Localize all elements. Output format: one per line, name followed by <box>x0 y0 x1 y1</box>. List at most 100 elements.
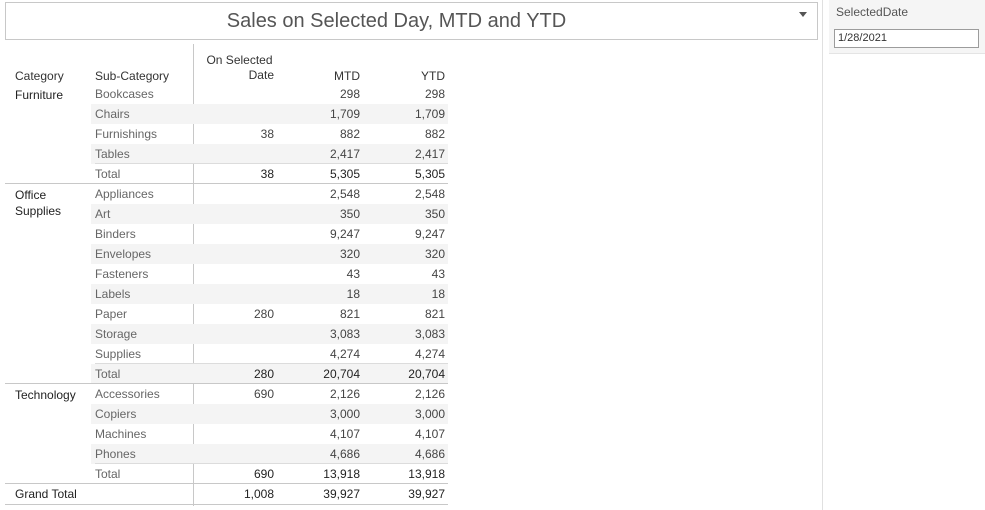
selected-date-value: 690 <box>253 387 274 401</box>
subcategory-label: Envelopes <box>95 247 152 261</box>
table-bottom-border <box>5 504 448 505</box>
selected-date-value: 280 <box>253 367 274 381</box>
header-selected-line1: On Selected <box>206 53 273 67</box>
mtd-value: 4,686 <box>329 447 360 461</box>
row-stripe <box>91 204 448 224</box>
total-divider <box>95 163 448 164</box>
mtd-value: 3,083 <box>329 327 360 341</box>
column-divider <box>193 44 194 506</box>
subcategory-label: Fasteners <box>95 267 149 281</box>
ytd-value: 350 <box>424 207 445 221</box>
ytd-value: 1,709 <box>414 107 445 121</box>
ytd-value: 9,247 <box>414 227 445 241</box>
selected-date-value <box>204 104 274 124</box>
grand-total-selected-value: 1,008 <box>243 487 274 501</box>
subcategory-label: Copiers <box>95 407 137 421</box>
category-label: Technology <box>15 388 76 402</box>
selected-date-input[interactable]: 1/28/2021 <box>834 29 979 48</box>
ytd-value: 4,274 <box>414 347 445 361</box>
selected-date-value <box>204 144 274 164</box>
selected-date-value: 690 <box>253 467 274 481</box>
mtd-value: 2,417 <box>329 147 360 161</box>
ytd-value: 882 <box>424 127 445 141</box>
mtd-value: 350 <box>339 207 360 221</box>
subcategory-label: Tables <box>95 147 130 161</box>
grand-total-mtd-value: 39,927 <box>323 487 360 501</box>
selected-date-value <box>204 284 274 304</box>
ytd-value: 320 <box>424 247 445 261</box>
row-stripe <box>91 284 448 304</box>
ytd-value: 2,126 <box>414 387 445 401</box>
mtd-value: 2,126 <box>329 387 360 401</box>
row-stripe <box>91 144 448 164</box>
subcategory-label: Paper <box>95 307 128 321</box>
selected-date-value: 38 <box>260 167 274 181</box>
subcategory-label: Accessories <box>95 387 160 401</box>
mtd-value: 5,305 <box>329 167 360 181</box>
ytd-value: 4,107 <box>414 427 445 441</box>
selected-date-value <box>204 84 274 104</box>
selected-date-value <box>204 184 274 204</box>
grand-total-label: Grand Total <box>15 487 77 501</box>
chevron-down-icon[interactable] <box>799 12 807 17</box>
ytd-value: 2,417 <box>414 147 445 161</box>
subcategory-label: Appliances <box>95 187 154 201</box>
total-label: Total <box>95 367 121 381</box>
header-mtd: MTD <box>334 69 360 83</box>
header-selected-line2: Date <box>248 68 274 82</box>
category-label: Office <box>15 188 47 202</box>
total-divider <box>95 363 448 364</box>
selected-date-value: 38 <box>260 127 274 141</box>
mtd-value: 882 <box>339 127 360 141</box>
header-ytd: YTD <box>421 69 445 83</box>
selected-date-value <box>204 244 274 264</box>
subcategory-label: Storage <box>95 327 138 341</box>
ytd-value: 13,918 <box>408 467 445 481</box>
ytd-value: 4,686 <box>414 447 445 461</box>
header-subcategory: Sub-Category <box>95 69 170 83</box>
mtd-value: 13,918 <box>323 467 360 481</box>
parameter-card: SelectedDate 1/28/2021 <box>829 0 985 54</box>
mtd-value: 2,548 <box>329 187 360 201</box>
selected-date-value <box>204 224 274 244</box>
group-divider <box>5 383 448 384</box>
category-label: Furniture <box>15 88 64 102</box>
ytd-value: 821 <box>424 307 445 321</box>
ytd-value: 298 <box>424 87 445 101</box>
selected-date-value <box>204 324 274 344</box>
parameter-panel: SelectedDate 1/28/2021 <box>822 0 985 510</box>
ytd-value: 43 <box>431 267 445 281</box>
row-stripe <box>91 364 448 384</box>
row-stripe <box>91 444 448 464</box>
row-stripe <box>91 404 448 424</box>
total-label: Total <box>95 167 121 181</box>
mtd-value: 20,704 <box>323 367 360 381</box>
ytd-value: 18 <box>431 287 445 301</box>
category-label: Supplies <box>15 204 62 218</box>
selected-date-value <box>204 444 274 464</box>
mtd-value: 3,000 <box>329 407 360 421</box>
subcategory-label: Chairs <box>95 107 130 121</box>
total-label: Total <box>95 467 121 481</box>
mtd-value: 821 <box>339 307 360 321</box>
subcategory-label: Bookcases <box>95 87 154 101</box>
ytd-value: 3,083 <box>414 327 445 341</box>
selected-date-value <box>204 264 274 284</box>
selected-date-value: 280 <box>253 307 274 321</box>
subcategory-label: Binders <box>95 227 136 241</box>
row-stripe <box>91 244 448 264</box>
row-stripe <box>91 324 448 344</box>
mtd-value: 320 <box>339 247 360 261</box>
group-divider <box>5 483 448 484</box>
mtd-value: 4,107 <box>329 427 360 441</box>
ytd-value: 5,305 <box>414 167 445 181</box>
subcategory-label: Machines <box>95 427 147 441</box>
mtd-value: 1,709 <box>329 107 360 121</box>
selected-date-value <box>204 424 274 444</box>
mtd-value: 18 <box>346 287 360 301</box>
dashboard-title: Sales on Selected Day, MTD and YTD <box>226 10 567 32</box>
ytd-value: 3,000 <box>414 407 445 421</box>
header-category: Category <box>15 69 64 83</box>
mtd-value: 43 <box>346 267 360 281</box>
ytd-value: 2,548 <box>414 187 445 201</box>
